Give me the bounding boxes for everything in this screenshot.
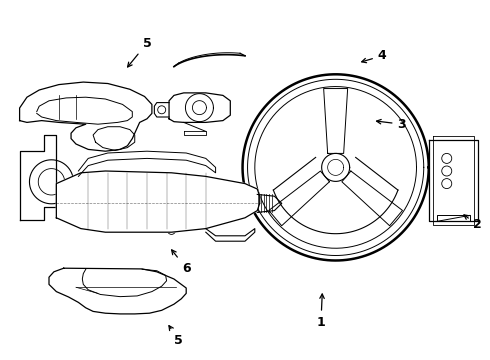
Polygon shape xyxy=(56,171,260,232)
Text: 1: 1 xyxy=(317,294,325,329)
Polygon shape xyxy=(49,268,186,314)
Polygon shape xyxy=(20,82,152,151)
Text: 5: 5 xyxy=(169,326,183,347)
Text: 3: 3 xyxy=(376,118,406,131)
Polygon shape xyxy=(169,93,230,122)
Text: 2: 2 xyxy=(464,215,482,231)
Text: 4: 4 xyxy=(362,49,387,63)
Text: 6: 6 xyxy=(172,250,191,275)
Text: 5: 5 xyxy=(127,37,151,67)
